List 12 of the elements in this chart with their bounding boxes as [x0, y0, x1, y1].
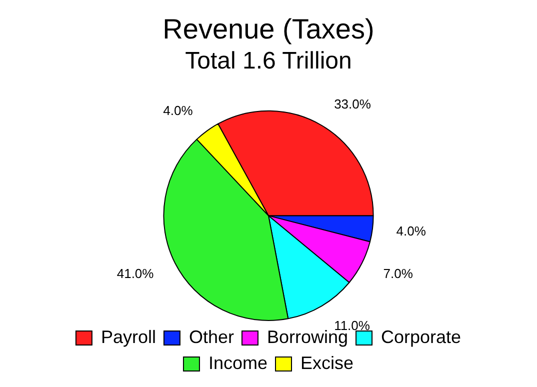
- legend-label: Excise: [300, 352, 354, 373]
- data-label: 33.0%: [334, 96, 372, 112]
- chart-subtitle: Total 1.6 Trillion: [185, 48, 352, 75]
- legend-label: Income: [208, 352, 268, 373]
- legend-label: Corporate: [381, 326, 462, 347]
- data-label: 4.0%: [396, 223, 426, 238]
- legend-label: Payroll: [100, 326, 156, 347]
- data-label: 4.0%: [163, 103, 194, 118]
- data-label: 7.0%: [383, 266, 414, 281]
- data-label: 41.0%: [116, 266, 154, 281]
- chart-title: Revenue (Taxes): [162, 14, 374, 45]
- legend-label: Other: [188, 326, 234, 347]
